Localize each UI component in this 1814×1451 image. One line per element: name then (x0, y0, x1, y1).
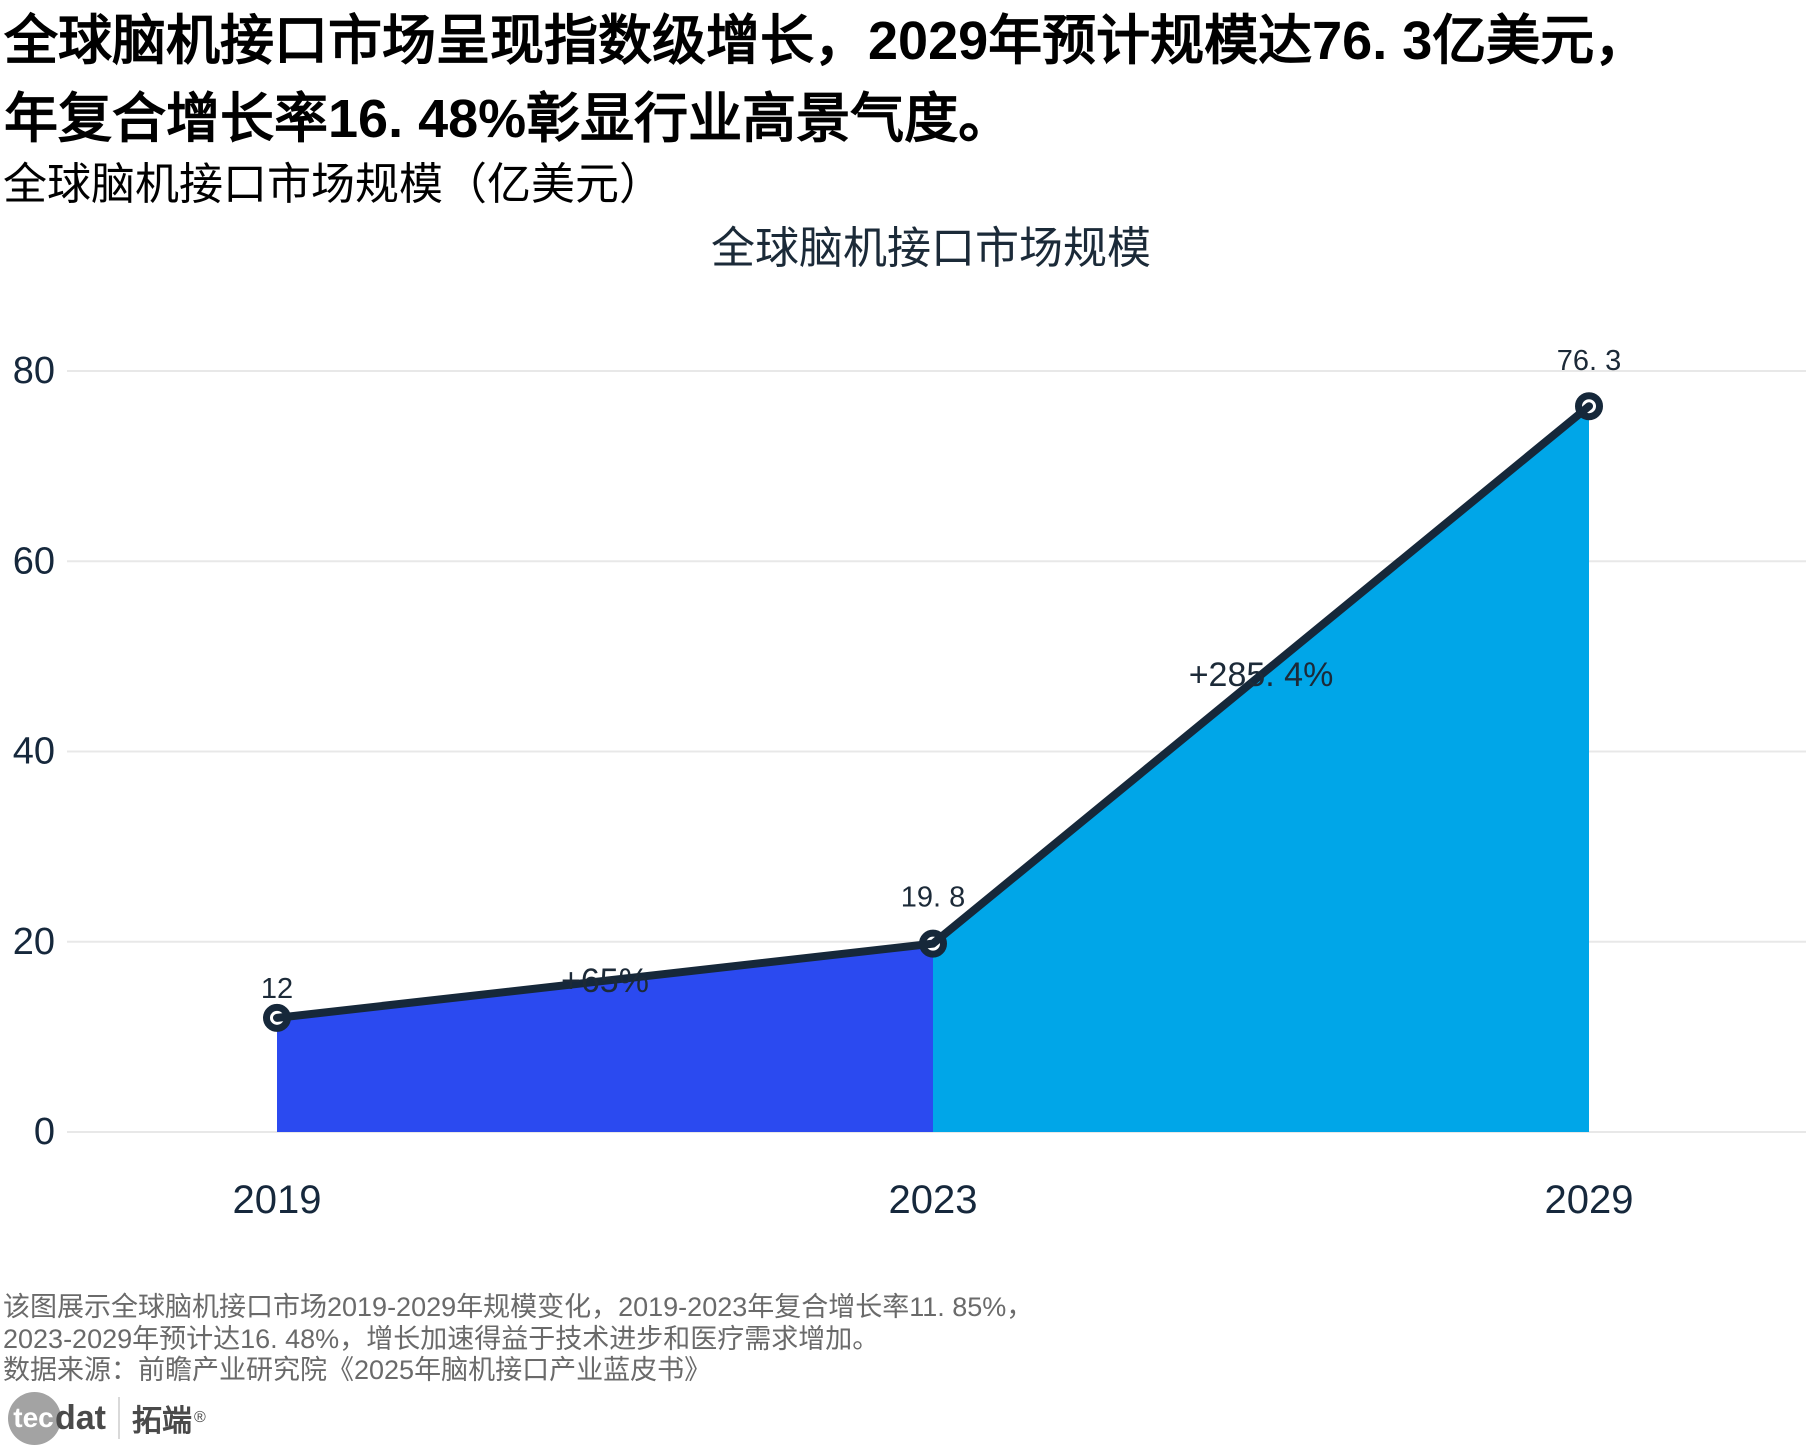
y-tick-label: 20 (13, 921, 55, 963)
footer-source: 数据来源：前瞻产业研究院《2025年脑机接口产业蓝皮书》 (3, 1355, 712, 1385)
y-tick-label: 80 (13, 350, 55, 392)
y-tick-label: 0 (34, 1111, 55, 1153)
logo-circle: tec (8, 1391, 61, 1445)
growth-annotation: +65% (561, 962, 649, 1000)
data-point-label: 12 (261, 973, 293, 1005)
area-segment-2023-2029 (933, 406, 1589, 1132)
footer: 该图展示全球脑机接口市场2019-2029年规模变化，2019-2023年复合增… (3, 1292, 1033, 1387)
data-point-label: 19. 8 (901, 882, 966, 914)
y-tick-label: 40 (13, 731, 55, 773)
data-point-label: 76. 3 (1557, 345, 1622, 377)
x-axis-label: 2029 (1545, 1178, 1634, 1222)
logo-cn-text: 拓端 (132, 1405, 192, 1438)
x-axis-label: 2019 (233, 1178, 322, 1222)
subtitle: 全球脑机接口市场规模（亿美元） (3, 160, 663, 209)
growth-annotation: +285. 4% (1189, 656, 1334, 694)
x-axis-label: 2023 (889, 1178, 978, 1222)
headline: 全球脑机接口市场呈现指数级增长，2029年预计规模达76. 3亿美元， 年复合增… (4, 2, 1648, 158)
logo: tec dat 拓端 ® (8, 1390, 206, 1446)
y-tick-label: 60 (13, 540, 55, 582)
headline-line-1: 全球脑机接口市场呈现指数级增长，2029年预计规模达76. 3亿美元， (4, 11, 1649, 71)
trend-line (273, 402, 1593, 1022)
logo-tec-text: tec (13, 1402, 54, 1433)
logo-dat-text: dat (55, 1398, 106, 1437)
footer-line-2: 2023-2029年预计达16. 48%，增长加速得益于技术进步和医疗需求增加。 (3, 1323, 880, 1354)
chart-title: 全球脑机接口市场规模 (711, 224, 1151, 273)
logo-divider (118, 1397, 120, 1439)
area-segment-2019-2023 (277, 943, 933, 1132)
logo-registered-mark: ® (194, 1409, 206, 1426)
headline-line-2: 年复合增长率16. 48%彰显行业高景气度。 (4, 89, 1013, 149)
footer-line-1: 该图展示全球脑机接口市场2019-2029年规模变化，2019-2023年复合增… (3, 1292, 1034, 1322)
